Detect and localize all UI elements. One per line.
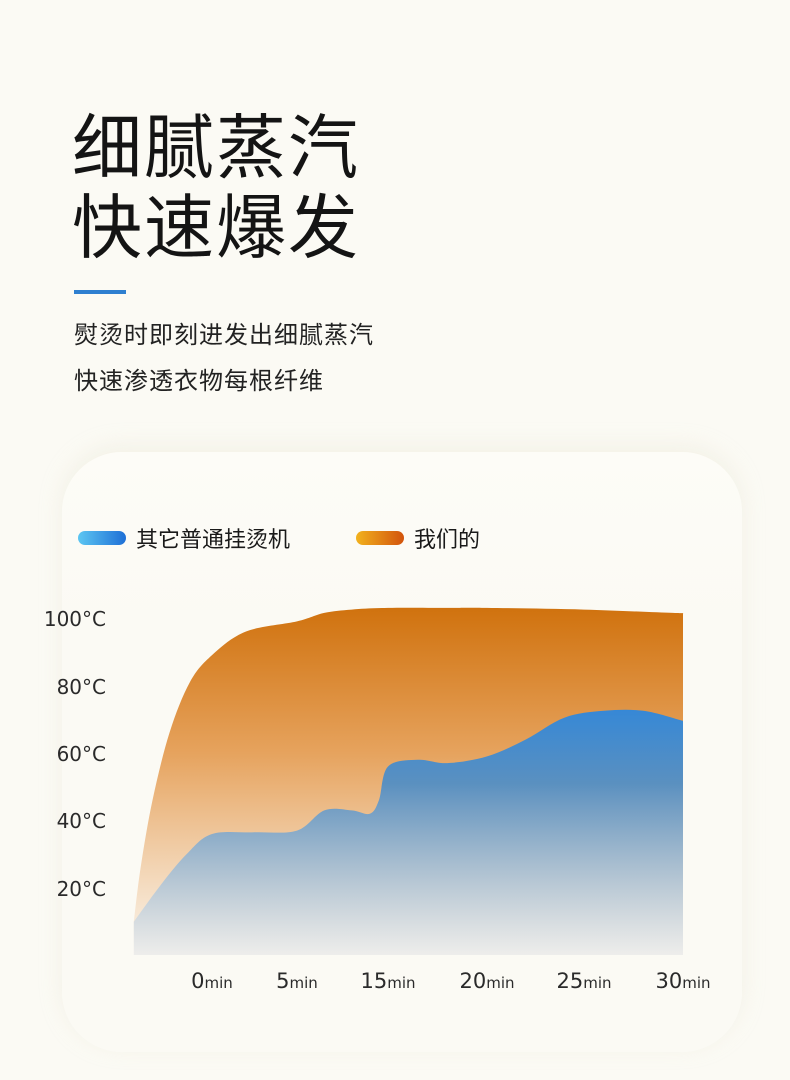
x-tick-label: 30min <box>655 969 710 993</box>
subtitle-line-1: 熨烫时即刻进发出细腻蒸汽 <box>74 321 374 349</box>
headline-line-1: 细腻蒸汽 <box>72 107 360 189</box>
legend-label-others: 其它普通挂烫机 <box>136 528 291 553</box>
y-tick-label: 60°C <box>57 742 106 766</box>
y-tick-label: 20°C <box>57 877 106 901</box>
legend-swatch-ours <box>356 531 404 545</box>
legend-label-ours: 我们的 <box>414 528 481 553</box>
headline: 细腻蒸汽 快速爆发 <box>72 108 360 268</box>
x-tick-label: 15min <box>360 969 415 993</box>
x-axis-ticks: 0min 5min 15min 20min 25min 30min <box>191 969 710 993</box>
x-tick-label: 0min <box>191 969 233 993</box>
accent-divider <box>74 290 126 294</box>
x-tick-label: 25min <box>556 969 611 993</box>
headline-line-2: 快速爆发 <box>72 187 360 269</box>
subtitle: 熨烫时即刻进发出细腻蒸汽 快速渗透衣物每根纤维 <box>74 312 374 404</box>
x-tick-label: 5min <box>276 969 318 993</box>
y-tick-label: 40°C <box>57 809 106 833</box>
x-tick-label: 20min <box>459 969 514 993</box>
series-area-others <box>133 709 684 955</box>
subtitle-line-2: 快速渗透衣物每根纤维 <box>74 367 324 395</box>
legend-swatch-others <box>78 531 126 545</box>
y-tick-label: 80°C <box>57 675 106 699</box>
y-axis-ticks: 100°C 80°C 60°C 40°C 20°C <box>44 607 106 901</box>
chart-areas <box>133 607 684 955</box>
legend-item-others: 其它普通挂烫机 <box>78 522 290 554</box>
legend-item-ours: 我们的 <box>356 522 480 554</box>
y-tick-label: 100°C <box>44 607 106 631</box>
